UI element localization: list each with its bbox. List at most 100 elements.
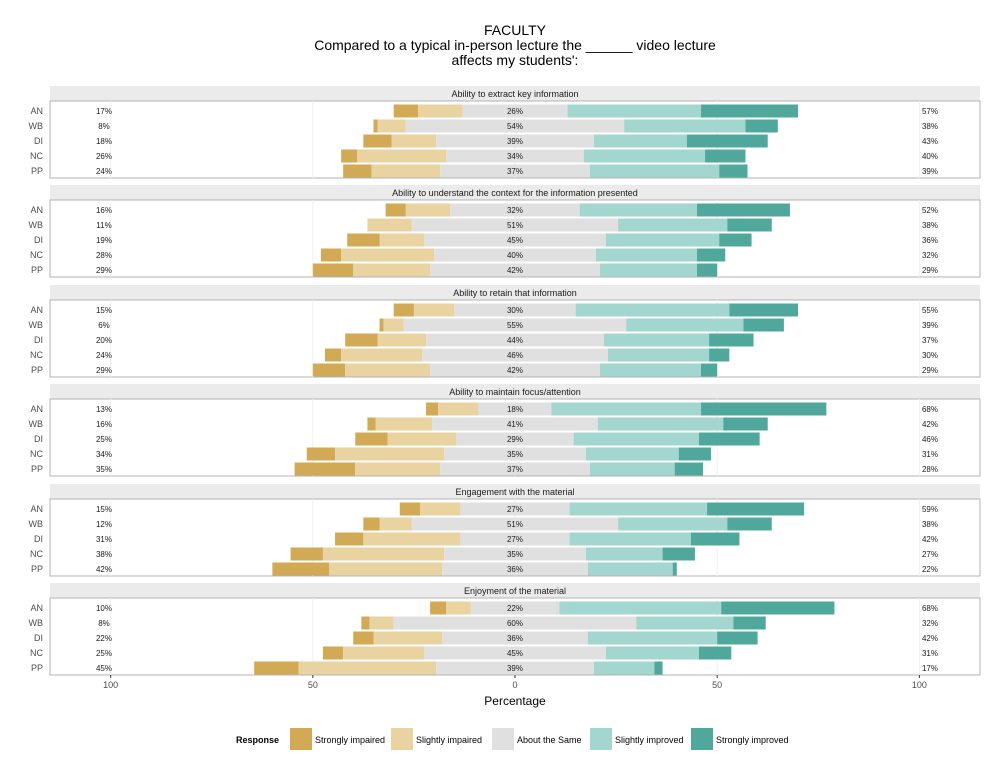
bar-segment-strongly-impaired (367, 417, 376, 431)
bar-segment-strongly-improved (727, 218, 772, 232)
bar-segment-strongly-improved (654, 661, 663, 675)
row-label: DI (34, 633, 43, 643)
bar-segment-slightly-improved (593, 661, 655, 675)
improved-percent-label: 32% (922, 619, 938, 628)
bar-segment-strongly-improved (733, 616, 766, 630)
impaired-percent-label: 31% (96, 535, 112, 544)
impaired-percent-label: 6% (98, 321, 110, 330)
neutral-percent-label: 55% (507, 321, 523, 330)
improved-percent-label: 42% (922, 420, 938, 429)
neutral-percent-label: 32% (507, 206, 523, 215)
bar-segment-slightly-impaired (367, 218, 412, 232)
improved-percent-label: 59% (922, 505, 938, 514)
bar-segment-strongly-improved (727, 517, 772, 531)
bar-segment-strongly-improved (709, 333, 754, 347)
legend-title: Response (236, 735, 279, 745)
bar-segment-about-the-same (393, 616, 637, 630)
bar-segment-strongly-improved (719, 164, 748, 178)
impaired-percent-label: 19% (96, 236, 112, 245)
neutral-percent-label: 45% (507, 649, 523, 658)
row-label: WB (29, 519, 44, 529)
bar-segment-slightly-impaired (379, 233, 425, 247)
bar-segment-strongly-improved (698, 646, 732, 660)
bar-segment-about-the-same (403, 318, 627, 332)
facet-title-5: Engagement with the material (455, 487, 574, 497)
bar-segment-strongly-improved (672, 562, 677, 576)
bar-segment-slightly-impaired (446, 601, 471, 615)
bar-segment-strongly-impaired (320, 248, 342, 262)
bar-segment-slightly-impaired (329, 562, 443, 576)
improved-percent-label: 32% (922, 251, 938, 260)
bar-segment-slightly-improved (618, 218, 728, 232)
bar-segment-about-the-same (411, 218, 619, 232)
legend-label-about-the-same: About the Same (517, 735, 582, 745)
bar-segment-strongly-improved (701, 363, 718, 377)
bar-segment-strongly-impaired (355, 432, 388, 446)
neutral-percent-label: 18% (507, 405, 523, 414)
neutral-percent-label: 37% (507, 465, 523, 474)
row-label: AN (30, 205, 43, 215)
bar-segment-strongly-impaired (393, 303, 414, 317)
bar-segment-strongly-impaired (353, 631, 374, 645)
impaired-percent-label: 35% (96, 465, 112, 474)
bar-segment-slightly-improved (636, 616, 734, 630)
improved-percent-label: 38% (922, 221, 938, 230)
bar-segment-slightly-improved (585, 547, 663, 561)
bar-segment-strongly-improved (678, 447, 712, 461)
row-label: DI (34, 235, 43, 245)
bar-segment-slightly-improved (589, 164, 720, 178)
facet-title-1: Ability to extract key information (451, 89, 578, 99)
neutral-percent-label: 46% (507, 351, 523, 360)
bar-segment-about-the-same (405, 119, 625, 133)
neutral-percent-label: 22% (507, 604, 523, 613)
bar-segment-slightly-improved (603, 333, 710, 347)
bar-segment-strongly-improved (698, 432, 760, 446)
bar-segment-slightly-impaired (383, 318, 404, 332)
x-tick-label: 100 (912, 680, 927, 690)
row-label: WB (29, 618, 44, 628)
bar-segment-slightly-impaired (391, 134, 437, 148)
bar-segment-slightly-improved (575, 303, 730, 317)
improved-percent-label: 40% (922, 152, 938, 161)
bar-segment-slightly-improved (593, 134, 687, 148)
x-tick-label: 0 (512, 680, 517, 690)
bar-segment-slightly-impaired (341, 348, 422, 362)
bar-segment-about-the-same (424, 233, 606, 247)
improved-percent-label: 46% (922, 435, 938, 444)
neutral-percent-label: 35% (507, 550, 523, 559)
row-label: PP (31, 663, 43, 673)
bar-segment-strongly-impaired (324, 348, 342, 362)
row-label: NC (30, 151, 43, 161)
bar-segment-strongly-impaired (363, 517, 380, 531)
bar-segment-about-the-same (442, 562, 588, 576)
bar-segment-about-the-same (440, 462, 590, 476)
improved-percent-label: 29% (922, 366, 938, 375)
bar-segment-strongly-impaired (363, 134, 392, 148)
bar-segment-about-the-same (450, 203, 580, 217)
bar-segment-about-the-same (411, 517, 619, 531)
neutral-percent-label: 51% (507, 520, 523, 529)
bar-segment-slightly-improved (559, 601, 722, 615)
impaired-percent-label: 15% (96, 306, 112, 315)
bar-segment-slightly-improved (597, 417, 724, 431)
row-label: WB (29, 419, 44, 429)
neutral-percent-label: 35% (507, 450, 523, 459)
row-label: NC (30, 648, 43, 658)
bar-segment-about-the-same (436, 134, 594, 148)
bar-segment-strongly-improved (719, 233, 752, 247)
bar-segment-slightly-impaired (355, 462, 441, 476)
bar-segment-slightly-impaired (375, 417, 433, 431)
facet-strip-2 (50, 185, 980, 200)
improved-percent-label: 30% (922, 351, 938, 360)
legend-key-strongly-improved (691, 728, 713, 750)
legend-key-slightly-improved (590, 728, 612, 750)
improved-percent-label: 68% (922, 604, 938, 613)
bar-segment-slightly-impaired (379, 517, 412, 531)
neutral-percent-label: 60% (507, 619, 523, 628)
facet-title-3: Ability to retain that information (453, 288, 577, 298)
impaired-percent-label: 13% (96, 405, 112, 414)
improved-percent-label: 55% (922, 306, 938, 315)
row-label: PP (31, 464, 43, 474)
bar-segment-slightly-impaired (413, 303, 455, 317)
